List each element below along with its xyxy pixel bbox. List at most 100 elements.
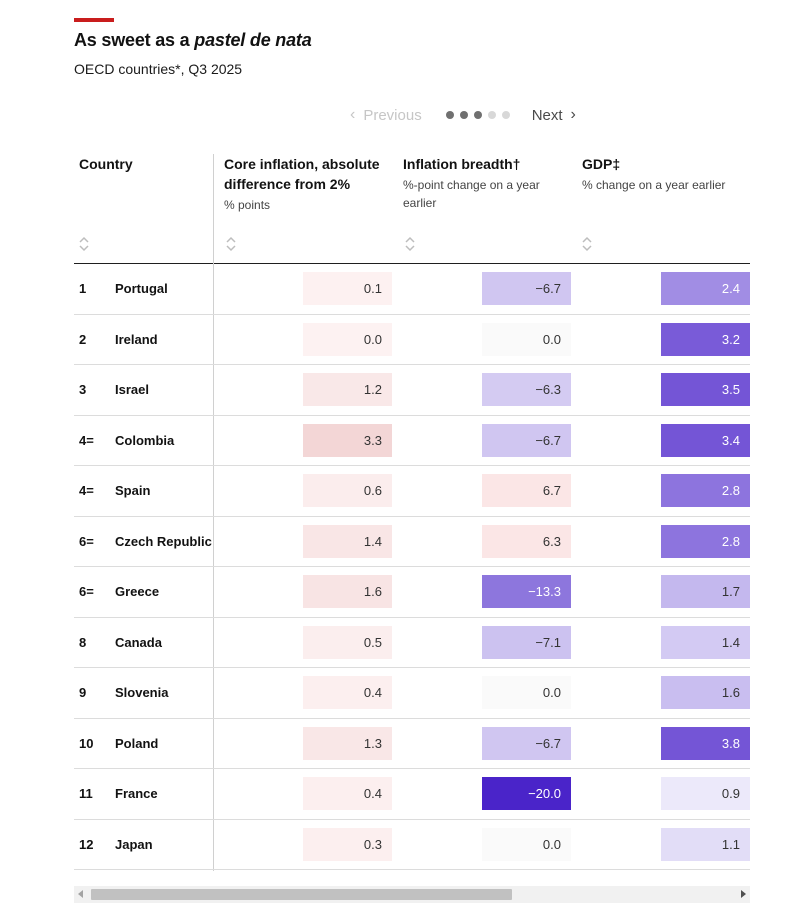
horizontal-scrollbar[interactable] bbox=[74, 886, 750, 903]
gdp-cell: 1.4 bbox=[661, 625, 750, 659]
table-row: 3 Israel 1.2 −6.3 3.5 bbox=[74, 365, 750, 416]
country-cell: Slovenia bbox=[115, 685, 169, 700]
previous-button[interactable]: ‹ Previous bbox=[350, 107, 422, 124]
gdp-cell: 1.6 bbox=[661, 676, 750, 709]
column-subtitle: %-point change on a year earlier bbox=[403, 178, 540, 210]
next-label: Next bbox=[531, 106, 563, 124]
rank-cell: 12 bbox=[79, 836, 94, 852]
column-subtitle: % change on a year earlier bbox=[582, 178, 726, 192]
core-inflation-cell: 1.3 bbox=[303, 726, 392, 760]
column-header-country[interactable]: Country bbox=[79, 154, 199, 264]
core-inflation-cell: 0.6 bbox=[303, 474, 392, 507]
table-row: 1 Portugal 0.1 −6.7 2.4 bbox=[74, 264, 750, 315]
inflation-breadth-cell: 0.0 bbox=[482, 827, 571, 861]
header-divider bbox=[74, 263, 750, 264]
core-inflation-cell: 1.6 bbox=[303, 575, 392, 608]
column-header-core-inflation[interactable]: Core inflation, absolute difference from… bbox=[224, 154, 394, 264]
gdp-cell: 1.7 bbox=[661, 575, 750, 608]
chevron-right-icon: › bbox=[570, 106, 576, 123]
rank-cell: 6= bbox=[79, 584, 94, 599]
accent-bar bbox=[74, 18, 114, 22]
rank-cell: 1 bbox=[79, 281, 87, 296]
scroll-left-icon[interactable] bbox=[78, 890, 83, 898]
table-row: 10 Poland 1.3 −6.7 3.8 bbox=[74, 719, 750, 769]
table-row: 8 Canada 0.5 −7.1 1.4 bbox=[74, 618, 750, 668]
column-divider bbox=[213, 154, 214, 871]
sort-icon[interactable] bbox=[226, 236, 236, 252]
rank-cell: 10 bbox=[79, 735, 94, 751]
column-title: GDP‡ bbox=[582, 156, 621, 172]
inflation-breadth-cell: 0.0 bbox=[482, 322, 571, 356]
table-row: 11 France 0.4 −20.0 0.9 bbox=[74, 769, 750, 820]
inflation-breadth-cell: −13.3 bbox=[482, 575, 571, 608]
column-title: Inflation breadth† bbox=[403, 156, 521, 172]
rank-cell: 4= bbox=[79, 432, 94, 448]
country-cell: Poland bbox=[115, 735, 159, 751]
gdp-cell: 2.8 bbox=[661, 524, 750, 558]
table-row: 4= Spain 0.6 6.7 2.8 bbox=[74, 466, 750, 517]
core-inflation-cell: 0.0 bbox=[303, 322, 392, 356]
inflation-breadth-cell: −6.7 bbox=[482, 272, 571, 305]
core-inflation-cell: 0.5 bbox=[303, 625, 392, 659]
column-title: Core inflation, absolute difference from… bbox=[224, 156, 380, 192]
scrollbar-thumb[interactable] bbox=[91, 889, 512, 900]
inflation-breadth-cell: 6.3 bbox=[482, 524, 571, 558]
core-inflation-cell: 0.4 bbox=[303, 777, 392, 810]
rank-cell: 2 bbox=[79, 331, 87, 347]
gdp-cell: 3.2 bbox=[661, 322, 750, 356]
core-inflation-cell: 0.1 bbox=[303, 272, 392, 305]
page-dot[interactable] bbox=[487, 111, 496, 119]
chevron-left-icon: ‹ bbox=[350, 106, 356, 123]
page-title: As sweet as a pastel de nata bbox=[74, 30, 312, 50]
column-header-inflation-breadth[interactable]: Inflation breadth† %-point change on a y… bbox=[403, 154, 573, 264]
column-title: Country bbox=[79, 156, 133, 172]
inflation-breadth-cell: −6.7 bbox=[482, 726, 571, 760]
sort-icon[interactable] bbox=[405, 236, 415, 252]
inflation-breadth-cell: −7.1 bbox=[482, 625, 571, 659]
country-cell: Portugal bbox=[115, 281, 168, 296]
scroll-right-icon[interactable] bbox=[741, 890, 746, 898]
next-button[interactable]: Next › bbox=[532, 107, 576, 124]
inflation-breadth-cell: 6.7 bbox=[482, 474, 571, 507]
gdp-cell: 2.8 bbox=[661, 474, 750, 507]
sort-icon[interactable] bbox=[582, 236, 592, 252]
gdp-cell: 3.4 bbox=[661, 423, 750, 457]
page-dot[interactable] bbox=[473, 111, 482, 119]
table-row: 6= Czech Republic 1.4 6.3 2.8 bbox=[74, 517, 750, 567]
rank-cell: 4= bbox=[79, 483, 94, 498]
column-subtitle: % points bbox=[224, 198, 271, 212]
table-row: 9 Slovenia 0.4 0.0 1.6 bbox=[74, 668, 750, 719]
country-cell: Japan bbox=[115, 836, 153, 852]
core-inflation-cell: 1.4 bbox=[303, 524, 392, 558]
inflation-breadth-cell: −6.7 bbox=[482, 423, 571, 457]
country-cell: Czech Republic bbox=[115, 533, 212, 549]
core-inflation-cell: 0.4 bbox=[303, 676, 392, 709]
gdp-cell: 3.5 bbox=[661, 373, 750, 406]
rank-cell: 11 bbox=[79, 786, 93, 801]
country-cell: Ireland bbox=[115, 331, 158, 347]
inflation-breadth-cell: −20.0 bbox=[482, 777, 571, 810]
sort-icon[interactable] bbox=[79, 236, 89, 252]
gdp-cell: 3.8 bbox=[661, 726, 750, 760]
country-cell: Colombia bbox=[115, 432, 175, 448]
column-header-gdp[interactable]: GDP‡ % change on a year earlier bbox=[582, 154, 750, 264]
rank-cell: 8 bbox=[79, 634, 87, 650]
page-dot[interactable] bbox=[501, 111, 510, 119]
page-dot[interactable] bbox=[445, 111, 454, 119]
inflation-breadth-cell: −6.3 bbox=[482, 373, 571, 406]
page-dot[interactable] bbox=[459, 111, 468, 119]
country-cell: France bbox=[115, 786, 158, 801]
country-cell: Greece bbox=[115, 584, 160, 599]
table-row: 4= Colombia 3.3 −6.7 3.4 bbox=[74, 416, 750, 466]
rank-cell: 3 bbox=[79, 382, 87, 397]
core-inflation-cell: 3.3 bbox=[303, 423, 392, 457]
previous-label: Previous bbox=[363, 106, 422, 124]
rank-cell: 9 bbox=[79, 685, 87, 700]
core-inflation-cell: 0.3 bbox=[303, 827, 392, 861]
page-subtitle: OECD countries*, Q3 2025 bbox=[74, 61, 243, 77]
gdp-cell: 2.4 bbox=[661, 272, 750, 305]
inflation-breadth-cell: 0.0 bbox=[482, 676, 571, 709]
data-table: Country Core inflation, absolute differe… bbox=[74, 154, 750, 871]
pagination: ‹ Previous Next › bbox=[350, 104, 576, 126]
country-cell: Spain bbox=[115, 483, 151, 498]
